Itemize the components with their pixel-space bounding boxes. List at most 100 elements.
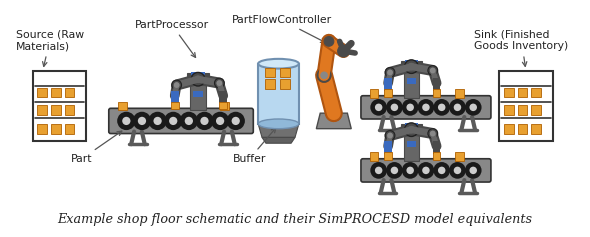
Circle shape	[227, 112, 245, 130]
Circle shape	[418, 99, 434, 116]
Text: Example shop floor schematic and their SimPROCESD model equivalents: Example shop floor schematic and their S…	[57, 213, 533, 226]
Circle shape	[326, 105, 342, 121]
Bar	[280, 79, 290, 89]
Bar	[384, 78, 392, 91]
Circle shape	[422, 104, 430, 111]
Bar	[401, 124, 422, 136]
Bar	[38, 88, 47, 97]
Circle shape	[149, 112, 167, 130]
Bar	[119, 101, 127, 110]
Circle shape	[217, 80, 222, 86]
Text: PartProcessor: PartProcessor	[135, 20, 209, 57]
Circle shape	[454, 167, 461, 174]
Circle shape	[201, 117, 209, 125]
Bar	[407, 78, 416, 84]
Bar	[407, 141, 416, 147]
Circle shape	[371, 162, 387, 179]
Bar	[265, 79, 274, 89]
Circle shape	[402, 162, 418, 179]
FancyBboxPatch shape	[361, 96, 491, 119]
Circle shape	[153, 117, 162, 125]
Circle shape	[122, 117, 130, 125]
Bar	[432, 152, 441, 160]
FancyBboxPatch shape	[361, 159, 491, 182]
Text: Source (Raw
Materials): Source (Raw Materials)	[16, 30, 84, 66]
Circle shape	[317, 68, 331, 82]
Bar	[455, 89, 464, 98]
Circle shape	[232, 117, 240, 125]
Circle shape	[438, 167, 445, 174]
Circle shape	[430, 131, 435, 137]
Circle shape	[428, 66, 438, 75]
Bar	[504, 124, 514, 134]
Circle shape	[337, 45, 349, 57]
Bar	[531, 124, 541, 134]
Bar	[51, 88, 61, 97]
Circle shape	[405, 123, 418, 137]
Bar	[504, 88, 514, 97]
Bar	[280, 68, 290, 77]
Circle shape	[180, 112, 198, 130]
Bar	[504, 105, 514, 115]
Ellipse shape	[258, 119, 299, 129]
Bar	[65, 124, 74, 134]
Circle shape	[387, 69, 393, 75]
Bar	[191, 73, 205, 76]
Bar	[219, 101, 227, 109]
Bar	[455, 152, 464, 161]
Ellipse shape	[258, 59, 299, 68]
Bar	[531, 105, 541, 115]
Circle shape	[407, 104, 414, 111]
Circle shape	[465, 162, 481, 179]
Circle shape	[375, 104, 382, 111]
Circle shape	[211, 112, 230, 130]
Bar	[32, 72, 86, 141]
Circle shape	[194, 75, 202, 83]
Bar	[432, 78, 441, 91]
Text: Sink (Finished
Goods Inventory): Sink (Finished Goods Inventory)	[474, 30, 569, 66]
Circle shape	[216, 117, 224, 125]
Bar	[499, 72, 552, 141]
Bar	[405, 123, 418, 127]
Bar	[432, 89, 441, 97]
Bar	[404, 133, 419, 161]
Circle shape	[375, 167, 382, 174]
Circle shape	[387, 132, 393, 138]
Bar	[220, 101, 229, 110]
Bar	[432, 141, 441, 154]
Polygon shape	[262, 137, 295, 143]
Circle shape	[386, 99, 403, 116]
Circle shape	[430, 68, 435, 73]
Bar	[171, 101, 179, 109]
Circle shape	[449, 99, 466, 116]
Bar	[384, 89, 392, 97]
Bar	[517, 124, 527, 134]
Circle shape	[172, 80, 182, 90]
Circle shape	[191, 73, 205, 86]
Bar	[531, 88, 541, 97]
Circle shape	[434, 162, 450, 179]
Bar	[370, 89, 378, 98]
Circle shape	[174, 82, 179, 88]
Circle shape	[407, 167, 414, 174]
Bar	[219, 91, 227, 104]
Circle shape	[169, 117, 178, 125]
Circle shape	[138, 117, 146, 125]
Circle shape	[408, 126, 415, 133]
Bar	[188, 73, 209, 85]
Circle shape	[454, 104, 461, 111]
Bar	[384, 141, 392, 154]
Bar	[401, 61, 422, 73]
Circle shape	[133, 112, 151, 130]
Circle shape	[385, 131, 395, 140]
Circle shape	[391, 167, 398, 174]
Bar	[190, 83, 206, 110]
Text: Part: Part	[71, 131, 122, 164]
Text: PartFlowController: PartFlowController	[232, 15, 332, 42]
Bar	[171, 91, 179, 104]
Bar	[65, 105, 74, 115]
Bar	[219, 91, 227, 104]
Circle shape	[371, 99, 387, 116]
Circle shape	[386, 162, 403, 179]
Bar	[517, 105, 527, 115]
